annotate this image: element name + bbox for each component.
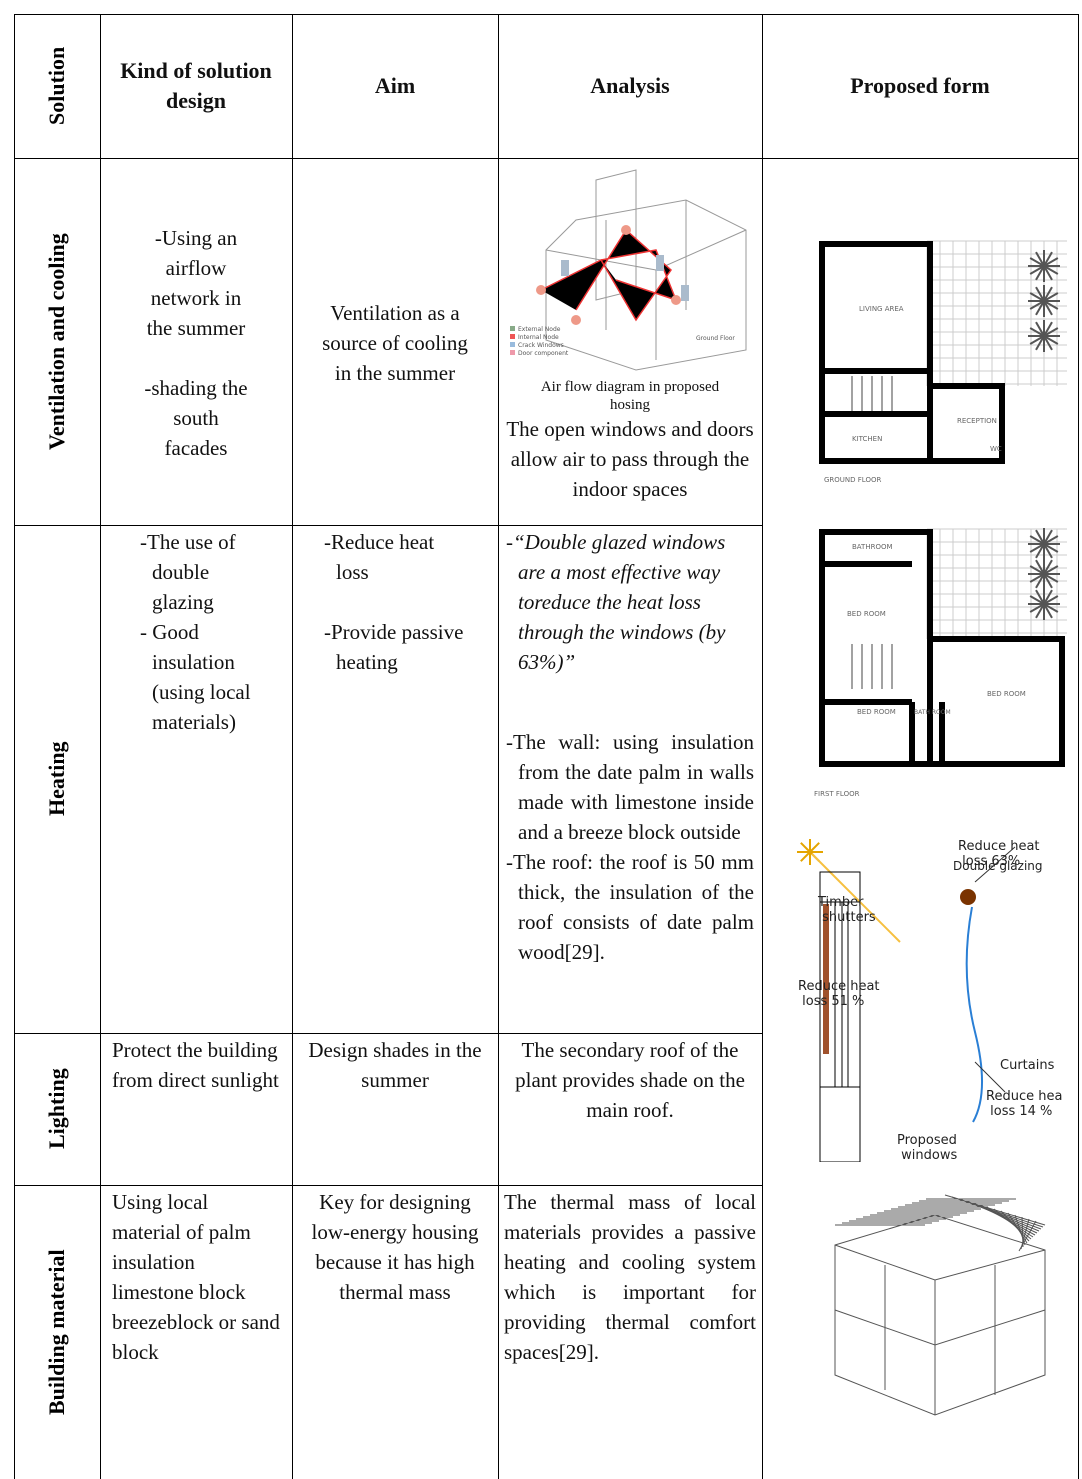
row-line <box>14 1033 763 1034</box>
col-line <box>762 14 763 1479</box>
cell: -“Double glazed windows are a most effec… <box>498 527 762 1033</box>
3d-model <box>834 1194 1046 1416</box>
row-label: Building material <box>44 1249 69 1415</box>
header-cell: Solution <box>44 46 69 126</box>
cell: Key for designing low-energy housing bec… <box>292 1187 498 1479</box>
figure-label: BATH ROOM <box>914 709 951 716</box>
cell-text: -Reduce heat loss <box>324 530 435 584</box>
window-diagram: Reduce heat loss 63%Double glazing Timber… <box>797 839 1062 1162</box>
legend-text: Internal Node <box>518 334 559 341</box>
cell-text: -The roof: the roof is 50 mm thick, the … <box>506 850 754 964</box>
row-label: Heating <box>44 741 69 817</box>
row-line <box>14 1185 763 1186</box>
cell-text: The secondary roof of the plant provides… <box>515 1038 745 1122</box>
cell-text: Key for designing low-energy housing bec… <box>311 1190 479 1304</box>
legend-swatch <box>510 326 515 331</box>
legend-swatch <box>510 342 515 347</box>
caption: Air flow diagram in proposed hosing <box>540 379 720 413</box>
cell-text: -Using an airflow network in the summer <box>146 225 246 340</box>
figure-label: BATHROOM <box>852 543 893 551</box>
cell-text: -Provide passive heating <box>324 620 464 674</box>
row-label: Ventilation and cooling <box>44 233 69 450</box>
legend-text: External Node <box>518 326 561 333</box>
cell: The thermal mass of local materials prov… <box>498 1187 762 1479</box>
header-cell: Kind of solution design <box>120 58 272 113</box>
col-line <box>100 14 101 1479</box>
figure-label: BED ROOM <box>987 690 1026 698</box>
cell-text: The thermal mass of local materials prov… <box>504 1190 756 1364</box>
figure-label: RECEPTION <box>957 417 997 425</box>
legend-text: Door component <box>518 350 569 357</box>
figure-label: Reduce heat loss 63% <box>958 839 1040 869</box>
floor-label: Ground Floor <box>696 335 735 342</box>
cell: Protect the building from direct sunligh… <box>100 1035 292 1185</box>
figure-label: Double glazing <box>953 859 1043 873</box>
col-line <box>1078 14 1079 1479</box>
col-line <box>292 14 293 1479</box>
col-line <box>14 14 15 1479</box>
figure-label: BED ROOM <box>857 708 896 716</box>
figure-label: Proposed windows <box>897 1133 957 1162</box>
cell-text: -“Double glazed windows are a most effec… <box>506 530 726 674</box>
ground-floor-plan: LIVING AREA RECEPTION KITCHEN WC GROUND FLOO… <box>819 240 1067 484</box>
figure-label: Timber shutters <box>817 895 876 925</box>
row-line <box>14 525 763 526</box>
cell: The secondary roof of the plant provides… <box>498 1035 762 1185</box>
cell: Ventilation as a source of cooling in th… <box>292 160 498 525</box>
legend-swatch <box>510 350 515 355</box>
cell-text: Using local material of palm insulation … <box>112 1190 280 1364</box>
cell-text: -shading the south facades <box>144 375 248 460</box>
cell: Using local material of palm insulation … <box>100 1187 292 1479</box>
col-line <box>498 14 499 1479</box>
figure-label: KITCHEN <box>852 435 882 443</box>
cell: -The use of double glazing - Good insulat… <box>100 527 292 1033</box>
cell-text: Ventilation as a source of cooling in th… <box>322 300 468 385</box>
cell: -Using an airflow network in the summer -… <box>100 160 292 525</box>
border-top <box>14 14 1079 15</box>
cell-text: Protect the building from direct sunligh… <box>112 1038 279 1092</box>
figure-label: LIVING AREA <box>859 305 904 313</box>
first-floor-plan: BATHROOM BED ROOM BED ROOM BED ROOM BATH ROO… <box>814 528 1067 798</box>
cell: External Node Internal Node Crack Windows D… <box>498 160 762 525</box>
header-cell: Analysis <box>590 73 670 98</box>
figure-label: Reduce hea loss 14 % <box>986 1089 1062 1119</box>
border-header <box>14 158 1079 159</box>
cell-text: -The use of double glazing <box>140 530 236 614</box>
cell-text: - Good insulation (using local materials… <box>140 620 251 734</box>
header-cell: Aim <box>374 73 416 98</box>
figure-label: GROUND FLOOR <box>824 476 881 484</box>
cell-text: -The wall: using insulation from the dat… <box>506 730 754 844</box>
figure-label: Curtains <box>1000 1058 1055 1073</box>
cell: Design shades in the summer <box>292 1035 498 1185</box>
cell-text: Design shades in the summer <box>308 1038 482 1092</box>
header-cell: Proposed form <box>850 73 990 98</box>
legend-swatch <box>510 334 515 339</box>
figure-label: FIRST FLOOR <box>814 790 860 798</box>
cell: -Reduce heat loss -Provide passive heatin… <box>292 527 498 1033</box>
cell-text: The open windows and doors allow air to … <box>506 417 754 501</box>
legend-text: Crack Windows <box>518 342 564 349</box>
figure-label: Reduce heat loss 51 % <box>798 979 880 1009</box>
figure-label: BED ROOM <box>847 610 886 618</box>
row-label: Lighting <box>44 1068 69 1150</box>
figure-label: WC <box>990 445 1002 453</box>
